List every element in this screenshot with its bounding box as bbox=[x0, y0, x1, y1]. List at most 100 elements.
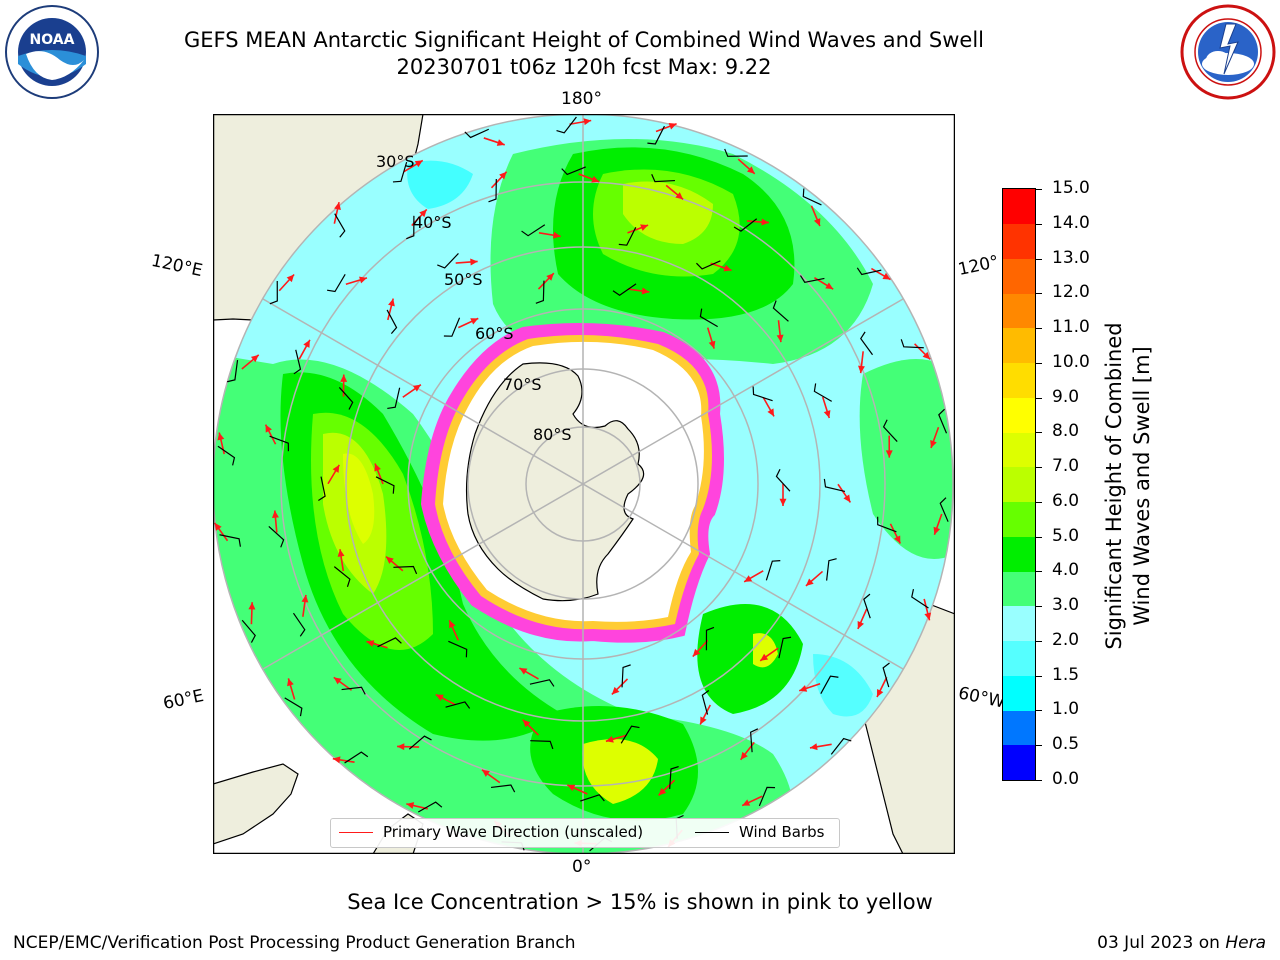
wind-barb bbox=[618, 227, 637, 246]
colorbar-tick-label: 0.5 bbox=[1052, 734, 1080, 755]
wind-barb bbox=[387, 387, 401, 410]
wave-arrow-head bbox=[641, 287, 650, 295]
colorbar-segment bbox=[1003, 293, 1035, 329]
wave-arrow-head bbox=[414, 160, 423, 168]
wind-barb bbox=[392, 161, 408, 183]
wave-arrow-head bbox=[825, 282, 834, 290]
wind-barb bbox=[724, 148, 748, 157]
wave-arrow-head bbox=[470, 258, 478, 266]
wave-arrow-head bbox=[605, 735, 614, 743]
wind-barb bbox=[882, 419, 898, 442]
colorbar-tick-mark bbox=[1036, 640, 1042, 642]
wind-barb bbox=[799, 275, 825, 283]
colorbar-tick-mark bbox=[1036, 293, 1042, 295]
wind-barb bbox=[826, 558, 837, 581]
colorbar-tick-label: 4.0 bbox=[1052, 560, 1080, 581]
colorbar-tick-mark bbox=[1036, 223, 1042, 225]
colorbar-tick-label: 8.0 bbox=[1052, 421, 1080, 442]
wave-arrow-head bbox=[675, 192, 684, 200]
wind-barb bbox=[900, 339, 924, 349]
wind-barb bbox=[580, 794, 605, 802]
wave-arrow-head bbox=[922, 351, 931, 360]
wind-barb bbox=[327, 274, 346, 293]
map-border bbox=[213, 114, 955, 854]
wind-barb bbox=[535, 280, 545, 304]
wave-arrow-head bbox=[217, 432, 225, 441]
wave-arrow-head bbox=[374, 463, 381, 472]
colorbar-tick-mark bbox=[1036, 571, 1042, 573]
wind-barb bbox=[778, 636, 792, 659]
wind-barb bbox=[620, 725, 640, 744]
wind-barbs bbox=[217, 116, 949, 852]
wave-arrow-head bbox=[248, 602, 256, 610]
wave-field-4-5m-southeast bbox=[697, 604, 803, 714]
colorbar-tick-label: 9.0 bbox=[1052, 386, 1080, 407]
colorbar-segment bbox=[1003, 501, 1035, 537]
colorbar-title-line2: Wind Waves and Swell [m] bbox=[1130, 346, 1154, 626]
legend-wind-barb-label: Wind Barbs bbox=[739, 823, 825, 841]
wave-arrow-head bbox=[893, 535, 901, 544]
wind-barb bbox=[939, 497, 949, 522]
colorbar-tick-label: 10.0 bbox=[1052, 351, 1090, 372]
wind-barb bbox=[772, 300, 789, 322]
wind-barb bbox=[877, 516, 897, 533]
lon-label-120e: 120°E bbox=[149, 250, 205, 282]
colorbar-tick-label: 0.0 bbox=[1052, 769, 1080, 789]
wave-arrow-head bbox=[742, 799, 751, 806]
wind-barb bbox=[443, 317, 461, 337]
wave-arrow-head bbox=[760, 653, 769, 661]
wave-arrow-head bbox=[386, 556, 394, 564]
footer-host: Hera bbox=[1225, 933, 1266, 953]
wave-arrow-head bbox=[933, 526, 941, 535]
map-legend: Primary Wave Direction (unscaled) Wind B… bbox=[330, 818, 840, 848]
wave-arrow-head bbox=[340, 374, 348, 382]
colorbar-segment bbox=[1003, 432, 1035, 468]
wave-arrow-head bbox=[553, 231, 561, 239]
colorbar-tick-mark bbox=[1036, 780, 1042, 781]
wave-arrow-head bbox=[519, 668, 528, 675]
wind-barb bbox=[241, 619, 256, 643]
wave-arrow-head bbox=[591, 175, 600, 183]
wind-barb bbox=[669, 766, 679, 790]
wave-arrow-head bbox=[823, 410, 831, 419]
wave-arrow-head bbox=[809, 743, 818, 751]
colorbar-title-line1: Significant Height of Combined bbox=[1102, 322, 1126, 650]
wind-barb bbox=[393, 565, 418, 575]
lon-label-120w: 120° bbox=[956, 251, 1001, 281]
wave-arrow-head bbox=[692, 648, 701, 657]
wind-barb bbox=[386, 309, 398, 335]
wave-arrow-head bbox=[567, 784, 576, 792]
lat-label-60s: 60°S bbox=[475, 324, 514, 343]
colorbar-segment bbox=[1003, 536, 1035, 572]
chart-title: GEFS MEAN Antarctic Significant Height o… bbox=[183, 28, 985, 52]
wave-arrow-head bbox=[359, 276, 367, 284]
wind-barb bbox=[219, 534, 241, 547]
colorbar-tick-mark bbox=[1036, 258, 1042, 260]
lon-label-60e: 60°E bbox=[161, 685, 206, 715]
colorbar-tick-label: 11.0 bbox=[1052, 317, 1090, 338]
nws-logo bbox=[1180, 4, 1276, 100]
wave-arrow-head bbox=[813, 218, 821, 227]
footer-date-text: 03 Jul 2023 on bbox=[1097, 933, 1226, 953]
wind-barb bbox=[529, 679, 555, 687]
wave-arrow-head bbox=[740, 751, 748, 760]
wave-arrow-head bbox=[271, 510, 279, 518]
lat-label-70s: 70°S bbox=[503, 375, 542, 394]
wave-arrow-head bbox=[767, 408, 775, 417]
wave-arrow-head bbox=[412, 384, 421, 392]
wind-barb bbox=[417, 801, 443, 813]
wind-barb bbox=[882, 662, 890, 688]
lat-label-30s: 30°S bbox=[376, 152, 415, 171]
wind-barb bbox=[860, 331, 874, 356]
wind-barb bbox=[556, 116, 577, 134]
wind-barb bbox=[830, 737, 852, 755]
wind-barb bbox=[292, 612, 306, 637]
wave-arrow-head bbox=[337, 549, 345, 557]
colorbar-segment bbox=[1003, 675, 1035, 711]
wind-barb bbox=[775, 468, 791, 492]
wind-barb bbox=[269, 435, 290, 452]
south-africa-land bbox=[213, 763, 299, 845]
wave-arrow-head bbox=[250, 354, 259, 363]
wave-arrow-head bbox=[214, 522, 222, 531]
wave-arrow-head bbox=[857, 620, 864, 629]
